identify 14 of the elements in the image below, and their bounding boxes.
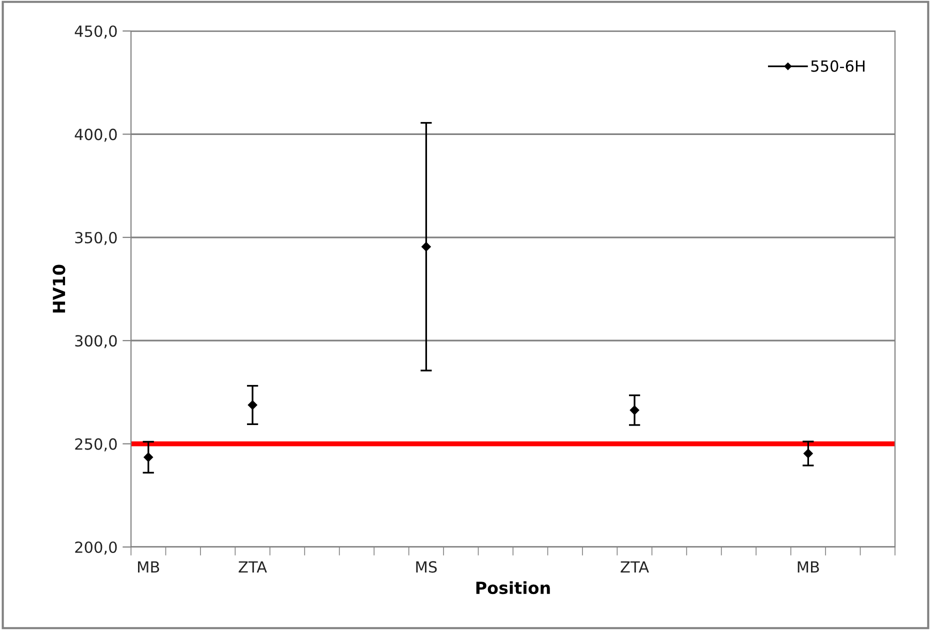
x-axis-title: Position: [476, 581, 550, 594]
x-tick-label: MB: [138, 561, 160, 572]
y-tick-label: 300,0: [75, 335, 117, 348]
y-tick-label: 250,0: [75, 438, 117, 452]
x-tick-label: ZTA: [620, 561, 649, 572]
x-tick-label: MS: [416, 561, 437, 573]
x-tick-label: MB: [798, 561, 819, 572]
y-tick-label: 200,0: [75, 541, 117, 555]
y-tick-label: 350,0: [75, 232, 117, 245]
legend-label: 550-6H: [811, 60, 864, 72]
y-tick-label: 450,0: [74, 25, 117, 39]
x-tick-label: ZTA: [238, 561, 267, 572]
y-tick-label: 400,0: [74, 128, 117, 142]
y-axis-title: HV10: [52, 264, 66, 312]
